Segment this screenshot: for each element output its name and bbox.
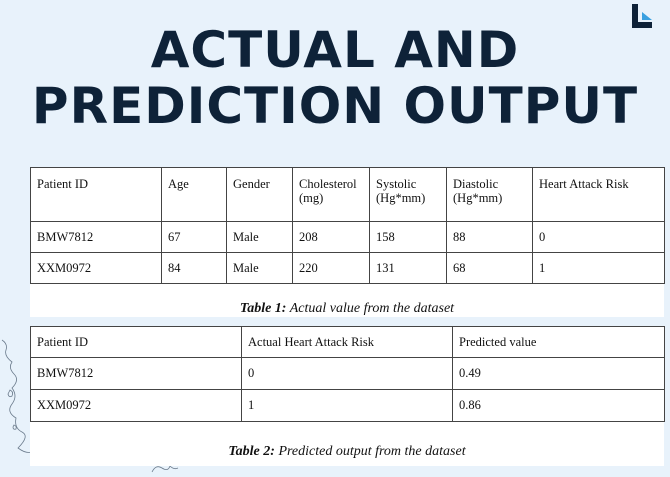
title-line-2: PREDICTION OUTPUT <box>31 77 639 135</box>
table-row: BMW7812 67 Male 208 158 88 0 <box>30 221 665 253</box>
table-cell: Male <box>226 221 293 253</box>
table-cell: 220 <box>292 252 370 284</box>
decorative-map-fragment-icon <box>151 465 179 473</box>
table1-header-patient-id: Patient ID <box>30 167 162 222</box>
table-cell: BMW7812 <box>30 221 162 253</box>
table-cell: 0.86 <box>452 389 665 422</box>
table2-header-predicted-value: Predicted value <box>452 326 665 358</box>
table1-header-heart-attack-risk: Heart Attack Risk <box>532 167 665 222</box>
table1-header-age: Age <box>161 167 227 222</box>
table1-header-row: Patient ID Age Gender Cholesterol (mg) Sy… <box>30 167 665 222</box>
table1-header-cholesterol: Cholesterol (mg) <box>292 167 370 222</box>
page-title: ACTUAL AND PREDICTION OUTPUT <box>0 22 670 134</box>
table-cell: XXM0972 <box>30 389 242 422</box>
table1-header-systolic: Systolic (Hg*mm) <box>369 167 447 222</box>
table-row: XXM0972 1 0.86 <box>30 389 665 422</box>
decorative-map-outline-icon <box>1 339 33 453</box>
table-cell: 0 <box>241 357 453 390</box>
table2-header-actual-risk: Actual Heart Attack Risk <box>241 326 453 358</box>
table-cell: 0 <box>532 221 665 253</box>
table-cell: 0.49 <box>452 357 665 390</box>
brand-logo-icon <box>632 4 652 28</box>
table-cell: XXM0972 <box>30 252 162 284</box>
table-cell: BMW7812 <box>30 357 242 390</box>
table1-caption-label: Table 1: <box>239 301 287 316</box>
table-cell: 1 <box>532 252 665 284</box>
table-cell: 1 <box>241 389 453 422</box>
table2-panel: Patient ID Actual Heart Attack Risk Pred… <box>30 326 665 466</box>
table-cell: 67 <box>161 221 227 253</box>
table1-caption-text: Actual value from the dataset <box>286 301 455 316</box>
table-cell: 88 <box>446 221 533 253</box>
table1-caption: Table 1: Actual value from the dataset <box>30 301 664 317</box>
title-line-1: ACTUAL AND <box>150 21 520 79</box>
table-cell: 158 <box>369 221 447 253</box>
table2-caption-text: Predicted output from the dataset <box>274 444 466 459</box>
table1-header-diastolic: Diastolic (Hg*mm) <box>446 167 533 222</box>
table2-header-patient-id: Patient ID <box>30 326 242 358</box>
table-cell: Male <box>226 252 293 284</box>
table-cell: 84 <box>161 252 227 284</box>
table-cell: 68 <box>446 252 533 284</box>
table-row: BMW7812 0 0.49 <box>30 357 665 390</box>
table-cell: 131 <box>369 252 447 284</box>
table-cell: 208 <box>292 221 370 253</box>
actual-values-table: Patient ID Age Gender Cholesterol (mg) Sy… <box>30 167 665 284</box>
table1-header-gender: Gender <box>226 167 293 222</box>
table-row: XXM0972 84 Male 220 131 68 1 <box>30 252 665 284</box>
table2-caption-label: Table 2: <box>228 444 275 459</box>
predicted-output-table: Patient ID Actual Heart Attack Risk Pred… <box>30 326 665 422</box>
table1-panel: Patient ID Age Gender Cholesterol (mg) Sy… <box>30 167 665 317</box>
table2-header-row: Patient ID Actual Heart Attack Risk Pred… <box>30 326 665 358</box>
table2-caption: Table 2: Predicted output from the datas… <box>30 444 664 460</box>
